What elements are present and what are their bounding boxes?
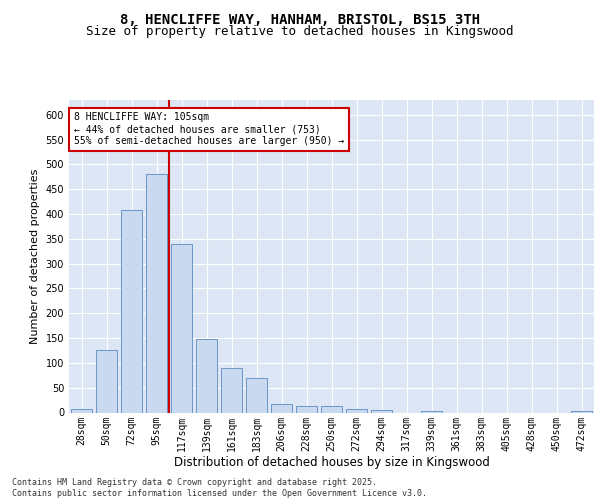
Bar — [121, 210, 142, 412]
Bar — [221, 368, 242, 412]
Bar — [196, 339, 217, 412]
Bar — [171, 244, 192, 412]
X-axis label: Distribution of detached houses by size in Kingswood: Distribution of detached houses by size … — [173, 456, 490, 469]
Bar — [296, 406, 317, 412]
Bar — [246, 378, 267, 412]
Bar — [71, 408, 92, 412]
Bar — [421, 411, 442, 412]
Y-axis label: Number of detached properties: Number of detached properties — [30, 168, 40, 344]
Bar — [371, 410, 392, 412]
Text: 8, HENCLIFFE WAY, HANHAM, BRISTOL, BS15 3TH: 8, HENCLIFFE WAY, HANHAM, BRISTOL, BS15 … — [120, 12, 480, 26]
Bar — [321, 406, 342, 412]
Text: Size of property relative to detached houses in Kingswood: Size of property relative to detached ho… — [86, 25, 514, 38]
Bar — [271, 404, 292, 412]
Bar — [571, 410, 592, 412]
Bar — [146, 174, 167, 412]
Bar — [346, 408, 367, 412]
Text: 8 HENCLIFFE WAY: 105sqm
← 44% of detached houses are smaller (753)
55% of semi-d: 8 HENCLIFFE WAY: 105sqm ← 44% of detache… — [74, 112, 344, 146]
Bar — [96, 350, 117, 412]
Text: Contains HM Land Registry data © Crown copyright and database right 2025.
Contai: Contains HM Land Registry data © Crown c… — [12, 478, 427, 498]
